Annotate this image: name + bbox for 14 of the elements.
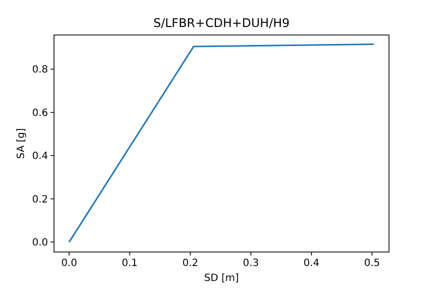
x-tick-label: 0.5 <box>364 258 380 269</box>
y-tick-label: 0.4 <box>32 151 48 162</box>
y-axis-title: SA [g] <box>16 128 27 159</box>
chart-title: S/LFBR+CDH+DUH/H9 <box>153 16 290 30</box>
x-tick-label: 0.1 <box>122 258 138 269</box>
y-tick-label: 0.0 <box>32 238 48 249</box>
y-tick-label: 0.8 <box>32 64 48 76</box>
y-tick-label: 0.6 <box>32 108 48 119</box>
x-tick-label: 0.0 <box>61 258 78 269</box>
x-tick-label: 0.2 <box>182 258 198 269</box>
x-tick-label: 0.4 <box>304 258 320 269</box>
x-tick-label: 0.3 <box>242 258 259 269</box>
y-tick-label: 0.2 <box>32 194 48 206</box>
x-axis-title: SD [m] <box>204 273 239 284</box>
